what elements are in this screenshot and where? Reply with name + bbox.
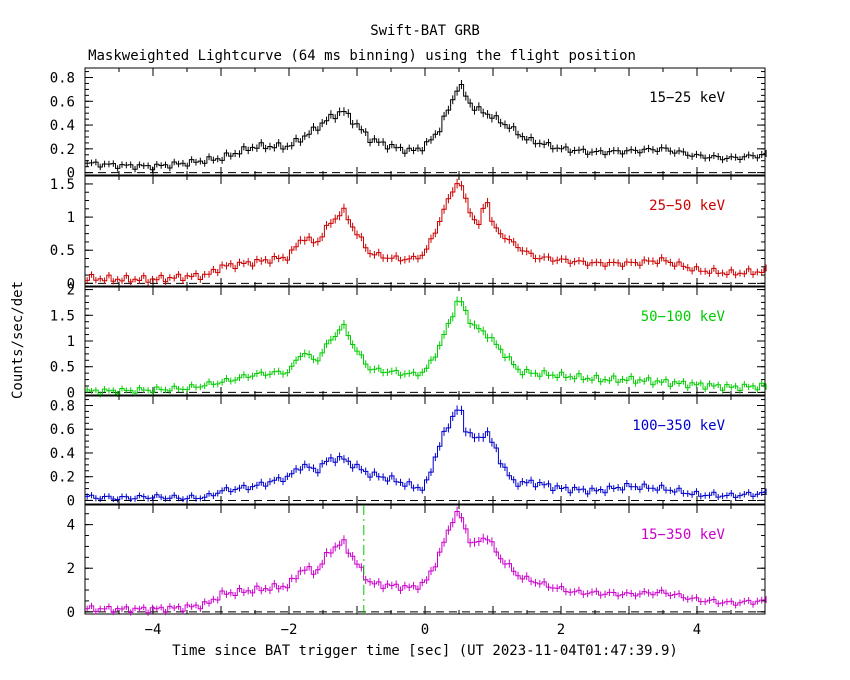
panel-frame <box>84 286 766 396</box>
y-tick-label: 1.5 <box>50 177 75 193</box>
series-label: 100−350 keV <box>632 418 725 434</box>
y-tick-label: 0.2 <box>50 470 75 486</box>
series-label: 15−350 keV <box>641 527 726 543</box>
y-tick-label: 2 <box>67 283 75 299</box>
y-tick-label: 0.5 <box>50 360 75 376</box>
series-line <box>85 409 765 500</box>
series-line <box>85 511 765 614</box>
panel-4: 0 0.2 0.4 0.6 0.8 100−350 keV <box>50 395 767 509</box>
series-line <box>85 300 765 395</box>
series-label: 25−50 keV <box>649 198 725 214</box>
x-tick-label: 4 <box>693 622 701 638</box>
panel-5: 0 2 4 15−350 keV −4 −2 0 2 4 <box>67 504 767 638</box>
chart-subtitle: Maskweighted Lightcurve (64 ms binning) … <box>88 48 636 64</box>
y-tick-label: 1 <box>67 334 75 350</box>
error-bars <box>86 506 767 616</box>
series-label: 15−25 keV <box>649 90 725 106</box>
y-tick-label: 2 <box>67 561 75 577</box>
y-tick-label: 0 <box>67 166 75 182</box>
series-line <box>85 183 765 283</box>
panel-frame <box>84 504 766 615</box>
y-tick-label: 0 <box>67 276 75 292</box>
panel-2: 0 0.5 1 1.5 25−50 keV <box>50 175 767 292</box>
panel-frame <box>84 67 766 176</box>
y-tick-label: 0.5 <box>50 243 75 259</box>
panel-1: 0 0.2 0.4 0.6 0.8 15−25 keV <box>50 67 767 182</box>
y-tick-label: 0 <box>67 605 75 621</box>
y-tick-label: 0.4 <box>50 446 75 462</box>
x-tick-label: −2 <box>281 622 298 638</box>
series-label: 50−100 keV <box>641 309 726 325</box>
y-axis-label: Counts/sec/det <box>10 281 26 399</box>
y-tick-label: 0 <box>67 493 75 509</box>
chart-title: Swift-BAT GRB <box>370 23 480 39</box>
y-tick-label: 0.8 <box>50 71 75 87</box>
x-axis-label: Time since BAT trigger time [sec] (UT 20… <box>172 643 678 659</box>
y-tick-label: 1 <box>67 210 75 226</box>
x-tick-label: 2 <box>557 622 565 638</box>
y-tick-label: 0.6 <box>50 422 75 438</box>
y-tick-label: 0.8 <box>50 398 75 414</box>
y-tick-label: 0.4 <box>50 118 75 134</box>
panel-3: 0 0.5 1 1.5 2 50−100 keV <box>50 283 767 401</box>
y-tick-label: 0.6 <box>50 94 75 110</box>
y-tick-label: 0 <box>67 385 75 401</box>
series-line <box>85 84 765 171</box>
error-bars <box>86 178 767 286</box>
y-tick-label: 0.2 <box>50 142 75 158</box>
x-tick-label: −4 <box>145 622 162 638</box>
x-tick-label: 0 <box>421 622 429 638</box>
panel-frame <box>84 175 766 287</box>
y-tick-label: 1.5 <box>50 308 75 324</box>
y-tick-label: 4 <box>67 518 75 534</box>
